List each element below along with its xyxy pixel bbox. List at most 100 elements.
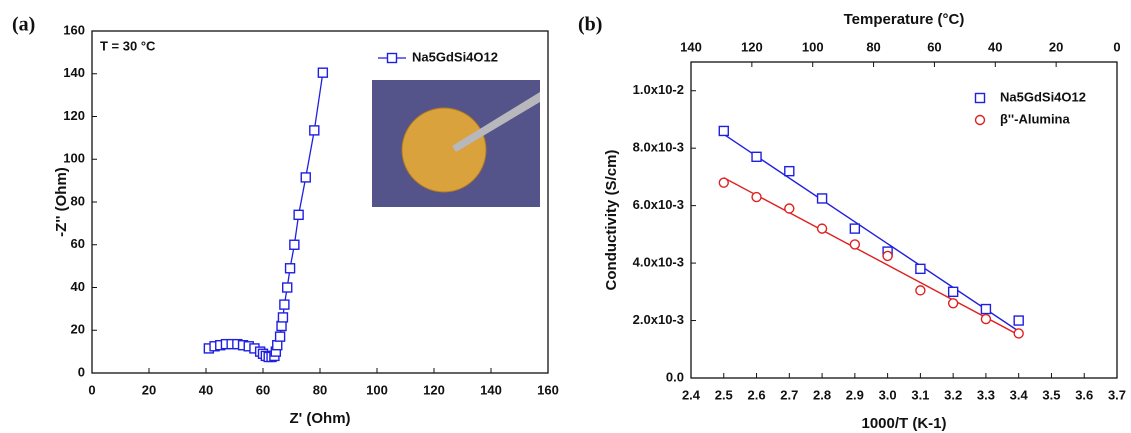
y-axis-title: Conductivity (S/cm)	[603, 150, 620, 291]
tweezers	[452, 92, 540, 152]
data-point	[317, 67, 329, 78]
data-point	[1013, 328, 1024, 339]
y-tick-label: 100	[63, 151, 85, 166]
y-tick-label: 20	[71, 322, 85, 337]
y-tick-label: 6.0x10-3	[633, 197, 684, 212]
fit-line	[723, 177, 1020, 336]
data-point	[272, 340, 283, 351]
y-tick-label: 80	[71, 193, 85, 208]
y-tick-label: 8.0x10-3	[633, 140, 684, 155]
data-point	[751, 191, 762, 203]
x-tick-label: 2.6	[747, 387, 765, 402]
x-tick-label: 3.3	[977, 387, 995, 402]
data-point	[279, 299, 290, 310]
x-tick-label: 2.8	[813, 387, 831, 402]
data-point	[915, 285, 926, 296]
data-point	[980, 303, 992, 315]
x2-tick-label: 120	[741, 39, 763, 54]
x2-tick-label: 100	[802, 39, 824, 54]
data-point	[751, 151, 762, 163]
panel-label: (b)	[578, 14, 602, 36]
x-tick-label: 60	[256, 382, 270, 397]
data-point	[947, 298, 959, 309]
y-tick-label: 40	[71, 279, 85, 294]
pellet	[401, 107, 487, 193]
x2-tick-label: 80	[866, 39, 880, 54]
inset-photo	[372, 80, 540, 207]
data-point	[1013, 315, 1024, 326]
x-tick-label: 3.7	[1108, 387, 1126, 402]
annotation: T = 30 °C	[100, 38, 156, 53]
data-point	[309, 125, 320, 136]
x-axis-title: Z' (Ohm)	[289, 410, 350, 427]
x2-tick-label: 0	[1113, 39, 1120, 54]
panel-label: (a)	[12, 14, 35, 36]
data-point	[849, 223, 861, 234]
data-point	[276, 320, 287, 332]
legend-label: β''-Alumina	[1000, 111, 1070, 126]
x-tick-label: 40	[199, 382, 213, 397]
x-tick-label: 120	[423, 382, 445, 397]
y-tick-label: 0.0	[666, 369, 684, 384]
x-tick-label: 3.1	[911, 387, 929, 402]
y-tick-label: 140	[63, 65, 85, 80]
x-tick-label: 2.5	[715, 387, 733, 402]
data-point	[718, 125, 729, 137]
y-tick-label: 60	[71, 236, 85, 251]
legend-label: Na5GdSi4O12	[1000, 89, 1086, 104]
x-tick-label: 3.4	[1010, 387, 1029, 402]
data-point	[882, 250, 893, 262]
y-tick-label: 120	[63, 108, 85, 123]
data-point	[974, 114, 986, 126]
data-point	[289, 239, 300, 250]
x-tick-label: 80	[313, 382, 327, 397]
x-tick-label: 0	[88, 382, 95, 397]
y-axis-title: -Z'' (Ohm)	[53, 167, 70, 237]
chart-panel: 2.4 2.5 2.6 2.7 2.8 2.9 3.0 3.1 3.2 3.3 3.4 3.5 3.6 3…	[578, 11, 1126, 432]
data-point	[974, 92, 986, 104]
x-tick-label: 2.4	[682, 387, 701, 402]
x2-tick-label: 60	[927, 39, 941, 54]
data-point	[718, 177, 729, 188]
x-tick-label: 160	[537, 382, 559, 397]
data-point	[300, 172, 311, 183]
data-point	[284, 263, 296, 274]
chart-panel: 0 20 40 60 80 100 120 140 160 0 20 40 60 80 100 120 140 1…	[12, 14, 559, 427]
data-point	[980, 313, 992, 325]
fit-line	[723, 133, 1020, 332]
data-point	[915, 263, 926, 275]
y-tick-label: 0	[78, 364, 85, 379]
x-tick-label: 20	[142, 382, 156, 397]
data-point	[277, 312, 289, 323]
x-tick-label: 2.9	[846, 387, 864, 402]
data-point	[293, 209, 304, 221]
x-axis-title: 1000/T (K-1)	[861, 415, 946, 432]
y-tick-label: 160	[63, 22, 85, 37]
data-point	[784, 165, 795, 177]
y-tick-label: 1.0x10-2	[633, 82, 684, 97]
x-tick-label: 3.6	[1075, 387, 1093, 402]
data-point	[816, 223, 828, 234]
x-tick-label: 2.7	[780, 387, 798, 402]
data-point	[849, 239, 861, 250]
data-point	[386, 52, 398, 64]
y-tick-label: 2.0x10-3	[633, 312, 684, 327]
x-tick-label: 140	[480, 382, 502, 397]
series-line	[208, 72, 324, 358]
x2-tick-label: 40	[988, 39, 1002, 54]
x-tick-label: 100	[366, 382, 388, 397]
x-tick-label: 3.0	[879, 387, 897, 402]
legend-label: Na5GdSi4O12	[412, 49, 498, 64]
x-tick-label: 3.2	[944, 387, 962, 402]
y-tick-label: 4.0x10-3	[633, 255, 684, 270]
data-point	[816, 193, 828, 204]
x2-axis-title: Temperature (°C)	[844, 11, 965, 28]
data-point	[947, 286, 959, 298]
plot-frame	[690, 61, 1118, 379]
data-point	[282, 282, 293, 293]
x2-tick-label: 20	[1049, 39, 1063, 54]
data-point	[274, 331, 286, 342]
data-point	[784, 203, 795, 214]
x-tick-label: 3.5	[1042, 387, 1060, 402]
